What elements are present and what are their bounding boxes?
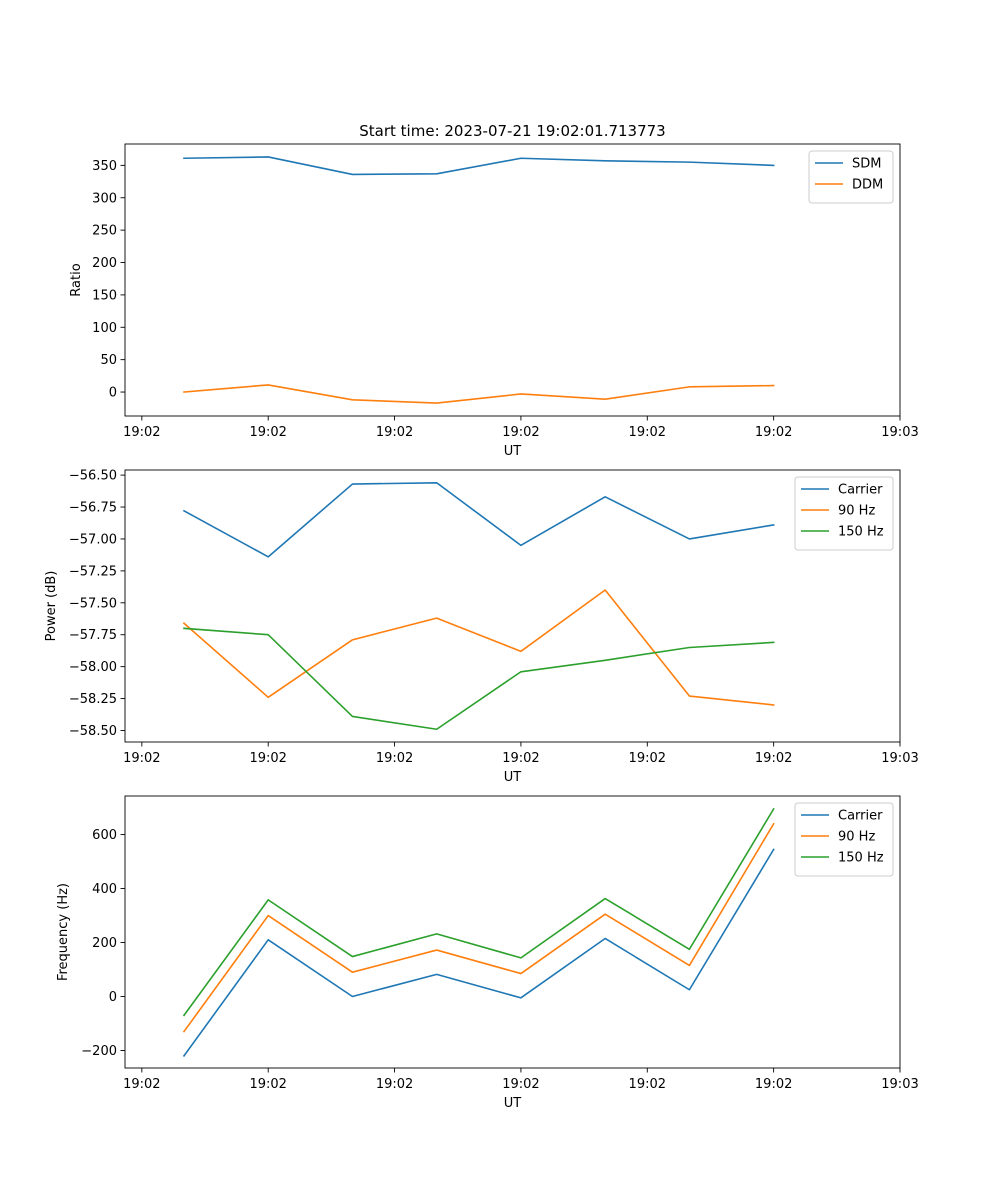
series-line-carrier: [182, 481, 775, 558]
x-axis-label: UT: [504, 770, 522, 785]
axes-frame: [124, 795, 901, 1069]
legend: Carrier 90 Hz 150 Hz: [794, 476, 894, 551]
figure-title: Start time: 2023-07-21 19:02:01.713773: [359, 122, 665, 140]
x-tick-label: 19:02: [249, 425, 286, 440]
y-tick-label: −58.50: [69, 724, 117, 739]
series-line-ddm: [183, 384, 775, 404]
series-line-90-hz: [182, 589, 775, 706]
y-tick-label: −56.50: [69, 469, 117, 484]
x-tick-label: 19:03: [881, 425, 918, 440]
series-line-90-hz: [182, 822, 775, 1033]
y-tick-label: −58.00: [69, 660, 117, 675]
y-tick-label: 300: [92, 191, 117, 206]
x-tick-label: 19:02: [629, 1077, 666, 1092]
legend-label: 90 Hz: [838, 504, 875, 519]
legend-label: DDM: [852, 178, 883, 193]
legend-label: 150 Hz: [838, 851, 884, 866]
x-axis-label: UT: [504, 444, 522, 459]
series-line-150-hz: [183, 627, 775, 731]
x-tick-label: 19:02: [629, 425, 666, 440]
y-tick-label: 350: [92, 159, 117, 174]
x-tick-label: 19:03: [881, 751, 918, 766]
y-tick-label: −57.00: [69, 532, 117, 547]
x-tick-label: 19:02: [755, 751, 792, 766]
y-axis-label: Power (dB): [44, 571, 59, 642]
y-tick-label: 50: [100, 353, 117, 368]
axes-frame: [124, 469, 901, 743]
y-tick-label: 400: [92, 882, 117, 897]
y-tick-label: 200: [92, 936, 117, 951]
legend-label: Carrier: [838, 483, 883, 498]
legend: SDM DDM: [808, 150, 894, 204]
y-tick-label: 200: [92, 256, 117, 271]
y-tick-label: −58.25: [69, 692, 117, 707]
x-tick-label: 19:02: [123, 751, 160, 766]
legend-label: Carrier: [838, 809, 883, 824]
x-tick-label: 19:02: [755, 1077, 792, 1092]
y-tick-label: 150: [92, 288, 117, 303]
y-tick-label: −200: [81, 1044, 117, 1059]
y-tick-label: −57.25: [69, 564, 117, 579]
x-tick-label: 19:02: [376, 751, 413, 766]
x-tick-label: 19:02: [502, 425, 539, 440]
chart-panel-2: 19:02 19:02 19:02 19:02 19:02 19:02 19:03 −56.5…: [44, 469, 919, 785]
legend-label: 150 Hz: [838, 525, 884, 540]
x-tick-label: 19:02: [755, 425, 792, 440]
y-tick-label: 250: [92, 224, 117, 239]
legend: Carrier 90 Hz 150 Hz: [794, 802, 894, 877]
legend-label: 90 Hz: [838, 830, 875, 845]
y-tick-label: −56.75: [69, 501, 117, 516]
x-tick-label: 19:02: [502, 751, 539, 766]
x-tick-label: 19:02: [376, 425, 413, 440]
y-tick-label: −57.50: [69, 596, 117, 611]
x-tick-label: 19:02: [502, 1077, 539, 1092]
y-tick-label: 600: [92, 828, 117, 843]
y-tick-label: 100: [92, 321, 117, 336]
chart-panel-3: 19:02 19:02 19:02 19:02 19:02 19:02 19:03 −200 0…: [56, 795, 919, 1111]
y-tick-label: −57.75: [69, 628, 117, 643]
x-tick-label: 19:02: [249, 1077, 286, 1092]
x-axis-label: UT: [504, 1096, 522, 1111]
x-tick-label: 19:02: [249, 751, 286, 766]
y-axis-label: Ratio: [69, 263, 84, 296]
series-line-carrier: [182, 848, 775, 1057]
x-tick-label: 19:02: [629, 751, 666, 766]
y-tick-label: 0: [109, 386, 117, 401]
x-tick-label: 19:02: [123, 425, 160, 440]
x-tick-label: 19:02: [376, 1077, 413, 1092]
x-tick-label: 19:03: [881, 1077, 918, 1092]
legend-box: [808, 150, 894, 204]
series-line-150-hz: [182, 807, 775, 1017]
series-line-sdm: [183, 156, 775, 176]
y-axis-label: Frequency (Hz): [56, 883, 71, 981]
axes-frame: [124, 143, 901, 417]
y-tick-label: 0: [109, 990, 117, 1005]
legend-label: SDM: [852, 157, 881, 172]
chart-panel-1: 19:02 19:02 19:02 19:02 19:02 19:02 19:03 0 50 10…: [69, 143, 919, 459]
x-tick-label: 19:02: [123, 1077, 160, 1092]
